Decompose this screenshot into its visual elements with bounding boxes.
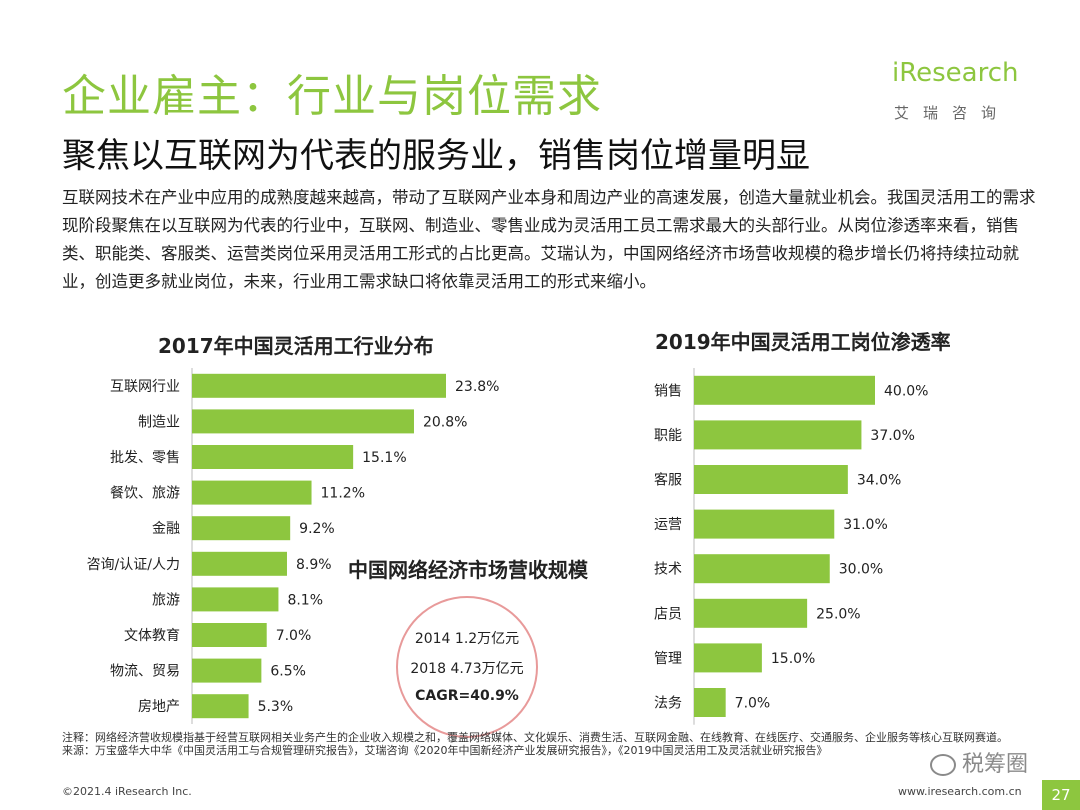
- industry-bar-chart: 互联网行业 23.8% 制造业 20.8% 批发、零售 15.1% 餐饮、旅游 11.2% 金融…: [87, 368, 499, 724]
- bar: [694, 554, 830, 584]
- value-label: 7.0%: [735, 696, 771, 712]
- intro-paragraph: 互联网技术在产业中应用的成熟度越来越高，带动了互联网产业本身和周边产业的高速发展…: [62, 188, 1036, 291]
- value-label: 8.9%: [296, 557, 332, 573]
- bar: [694, 688, 726, 717]
- market-2014: 2014 1.2万亿元: [414, 631, 520, 647]
- value-label: 25.0%: [816, 606, 860, 622]
- category-label: 旅游: [152, 592, 180, 608]
- footnote: 注释：网络经济营收规模指基于经营互联网相关业务产生的企业收入规模之和，覆盖网络媒…: [62, 731, 1042, 757]
- value-label: 7.0%: [276, 628, 312, 644]
- bar: [694, 420, 862, 450]
- bar: [192, 658, 262, 683]
- footer-url: www.iresearch.com.cn: [898, 785, 1022, 798]
- bar: [694, 465, 848, 494]
- bar: [694, 598, 808, 628]
- bar: [694, 375, 875, 405]
- bar: [192, 587, 279, 612]
- logo-subtitle: 艾瑞咨询: [894, 104, 1011, 122]
- logo-brand: iResearch: [892, 58, 1019, 88]
- value-label: 20.8%: [423, 414, 467, 430]
- value-label: 9.2%: [299, 521, 335, 537]
- market-size-circle: 2014 1.2万亿元 2018 4.73万亿元 CAGR=40.9%: [396, 596, 538, 738]
- chart-title-industry: 2017年中国灵活用工行业分布: [158, 334, 434, 358]
- category-label: 餐饮、旅游: [110, 486, 180, 502]
- bar: [694, 643, 762, 673]
- page-number: 27: [1042, 780, 1080, 810]
- bar: [192, 480, 312, 505]
- bar: [192, 623, 267, 647]
- value-label: 15.1%: [362, 450, 406, 466]
- value-label: 15.0%: [771, 651, 815, 667]
- market-cagr: CAGR=40.9%: [415, 688, 519, 704]
- category-label: 技术: [654, 562, 682, 578]
- bar: [192, 551, 287, 576]
- category-label: 管理: [654, 651, 682, 667]
- category-label: 职能: [654, 428, 682, 444]
- bar: [192, 409, 414, 434]
- watermark-text: 税筹圈: [962, 752, 1029, 777]
- value-label: 11.2%: [321, 486, 365, 502]
- bar: [192, 445, 354, 469]
- category-label: 运营: [654, 517, 682, 533]
- value-label: 37.0%: [870, 428, 914, 444]
- value-label: 30.0%: [839, 562, 883, 578]
- value-label: 8.1%: [287, 592, 323, 608]
- category-label: 房地产: [138, 699, 180, 715]
- bar: [192, 516, 291, 541]
- category-label: 批发、零售: [110, 450, 180, 466]
- category-label: 法务: [654, 696, 682, 712]
- category-label: 互联网行业: [110, 379, 180, 395]
- value-label: 40.0%: [884, 383, 928, 399]
- value-label: 6.5%: [270, 664, 306, 680]
- iresearch-logo: iResearch 艾瑞咨询: [892, 58, 1042, 128]
- category-label: 店员: [654, 606, 682, 622]
- page-subtitle: 聚焦以互联网为代表的服务业，销售岗位增量明显: [62, 136, 810, 176]
- category-label: 制造业: [138, 414, 180, 430]
- value-label: 5.3%: [258, 699, 294, 715]
- value-label: 34.0%: [857, 473, 901, 489]
- page-title: 企业雇主：行业与岗位需求: [62, 71, 602, 122]
- market-title: 中国网络经济市场营收规模: [348, 558, 588, 582]
- watermark: 税筹圈: [930, 746, 1028, 778]
- footnote-source: 来源：万宝盛华大中华《中国灵活用工与合规管理研究报告》，艾瑞咨询《2020年中国…: [62, 744, 828, 757]
- footnote-note: 注释：网络经济营收规模指基于经营互联网相关业务产生的企业收入规模之和，覆盖网络媒…: [62, 731, 1008, 744]
- value-label: 23.8%: [455, 379, 499, 395]
- category-label: 销售: [654, 383, 682, 399]
- market-2018: 2018 4.73万亿元: [410, 661, 524, 677]
- bar: [192, 694, 249, 719]
- bar: [694, 509, 835, 539]
- position-bar-chart: 销售 40.0% 职能 37.0% 客服 34.0% 运营 31.0% 技术 30.0% 店员 25.…: [654, 368, 928, 725]
- chart-title-position: 2019年中国灵活用工岗位渗透率: [655, 330, 951, 354]
- category-label: 文体教育: [124, 628, 180, 644]
- bar: [192, 373, 446, 398]
- category-label: 咨询/认证/人力: [87, 557, 180, 573]
- copyright: ©2021.4 iResearch Inc.: [62, 785, 192, 798]
- category-label: 客服: [654, 472, 682, 489]
- category-label: 物流、贸易: [110, 664, 180, 680]
- wechat-icon: [930, 754, 956, 776]
- value-label: 31.0%: [843, 517, 887, 533]
- category-label: 金融: [152, 521, 180, 537]
